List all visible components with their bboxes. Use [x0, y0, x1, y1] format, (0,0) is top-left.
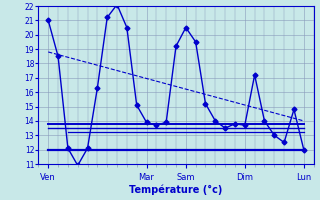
X-axis label: Température (°c): Température (°c) — [129, 185, 223, 195]
